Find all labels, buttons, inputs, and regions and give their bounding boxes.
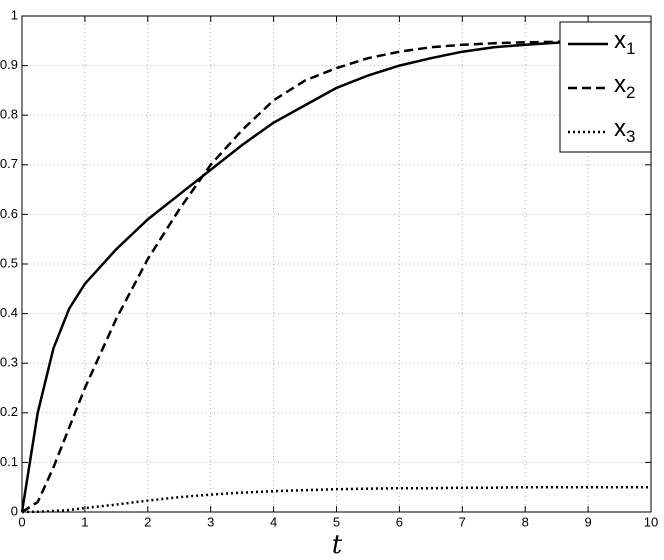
x-tick-label: 4 [270,514,277,529]
plot-frame [21,15,652,513]
y-tick-label: 0.2 [0,404,18,419]
y-tick-label: 0.6 [0,206,18,221]
y-tick-label: 0.9 [0,57,18,72]
legend-label: x3 [614,115,635,146]
x-tick-label: 9 [584,514,591,529]
x-tick-label: 7 [459,514,466,529]
legend-label: x1 [614,27,635,58]
y-tick-label: 0.1 [0,454,18,469]
x-tick-label: 6 [396,514,403,529]
x-tick-label: 5 [333,514,340,529]
y-tick-label: 1 [11,7,18,22]
series-line [20,39,652,513]
y-tick-label: 0.3 [0,355,18,370]
series-line [21,39,651,514]
x-tick-label: 2 [144,514,151,529]
x-tick-label: 8 [522,514,529,529]
y-tick-label: 0.7 [0,156,18,171]
x-tick-label: 0 [18,514,25,529]
x-tick-label: 1 [81,514,88,529]
y-tick-label: 0 [11,503,18,518]
x-tick-label: 3 [207,514,214,529]
y-tick-label: 0.8 [0,107,18,122]
x-tick-label: 10 [644,514,658,529]
legend-label: x2 [614,71,635,102]
y-tick-label: 0.4 [0,305,18,320]
x-axis-label: t [332,530,343,560]
y-tick-label: 0.5 [0,255,18,270]
